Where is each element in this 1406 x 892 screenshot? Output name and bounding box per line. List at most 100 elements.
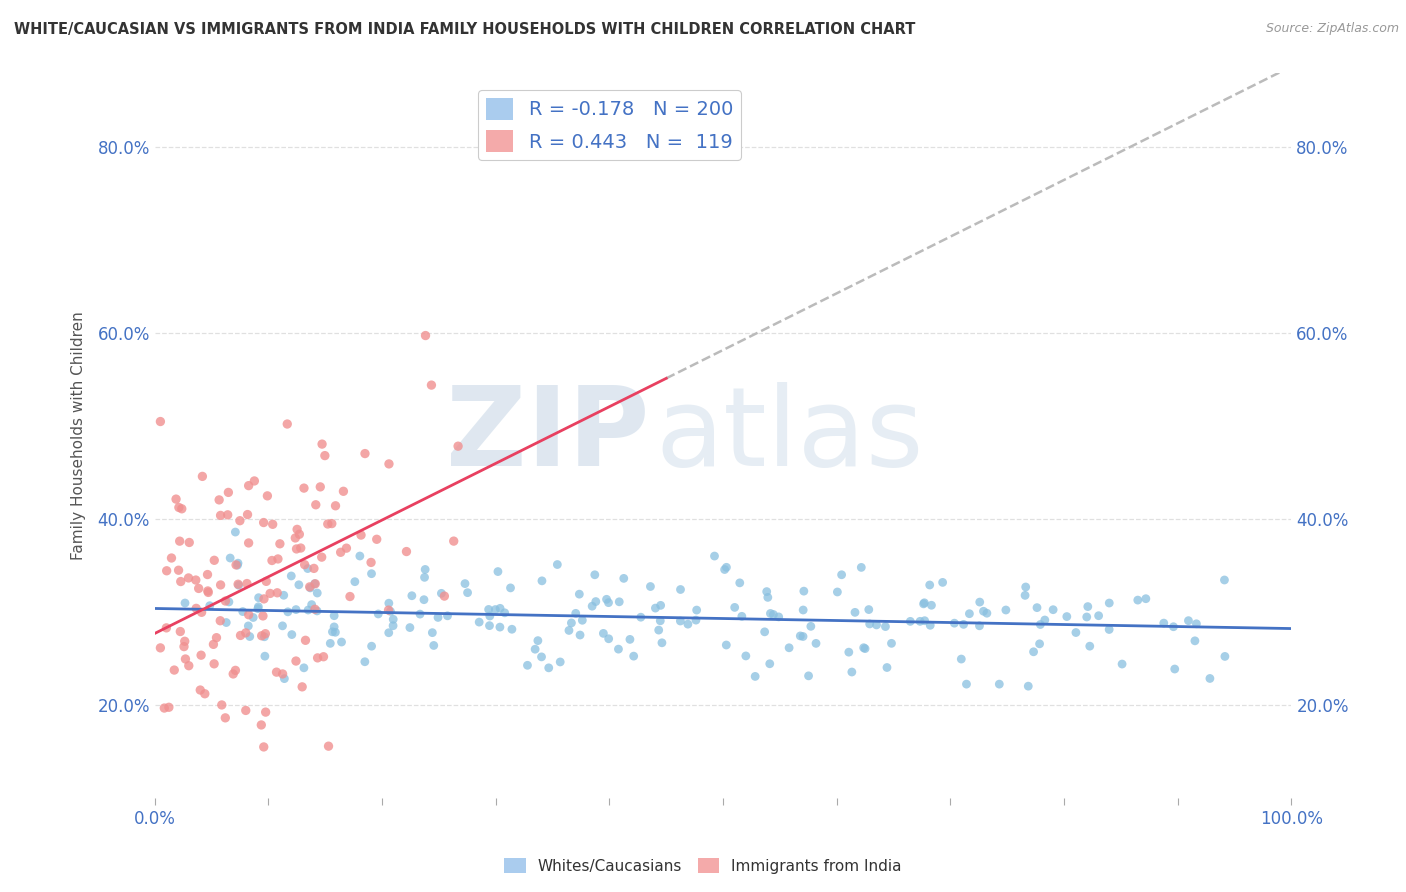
Point [236,576,259,591]
Point [844,605,866,619]
Point [952,617,974,632]
Point [214,594,236,608]
Point [179,535,201,549]
Point [1213,573,1236,587]
Point [413,592,436,607]
Point [167,500,190,515]
Point [155,621,177,635]
Point [827,585,849,599]
Point [202,553,225,567]
Point [239,630,262,644]
Point [238,607,260,622]
Point [170,501,193,516]
Point [377,603,399,617]
Point [170,574,193,589]
Point [380,604,402,618]
Point [409,607,432,621]
Point [865,618,887,632]
Point [262,517,284,532]
Point [253,630,276,644]
Point [468,615,491,629]
Point [174,596,197,610]
Point [413,562,436,576]
Point [224,524,246,539]
Point [676,617,699,632]
Point [194,687,217,701]
Point [1153,616,1175,631]
Point [269,537,291,551]
Point [546,558,568,572]
Point [197,583,219,598]
Point [1022,645,1045,659]
Point [267,552,290,566]
Point [530,649,553,664]
Point [1126,593,1149,607]
Point [401,589,423,603]
Point [644,601,666,615]
Point [149,640,172,655]
Point [309,480,332,494]
Point [202,637,225,651]
Point [242,610,264,624]
Point [266,665,288,680]
Point [285,522,308,536]
Point [1033,613,1056,627]
Point [585,594,607,608]
Point [243,474,266,488]
Point [623,649,645,664]
Point [875,619,897,633]
Point [228,578,250,592]
Point [217,485,239,500]
Point [1111,657,1133,671]
Point [744,669,766,683]
Point [920,618,942,632]
Point [288,527,311,541]
Point [271,667,294,681]
Point [755,584,778,599]
Point [564,607,586,621]
Point [294,558,316,572]
Point [731,609,754,624]
Point [399,621,422,635]
Point [305,604,328,618]
Point [499,581,522,595]
Text: WHITE/CAUCASIAN VS IMMIGRANTS FROM INDIA FAMILY HOUSEHOLDS WITH CHILDREN CORRELA: WHITE/CAUCASIAN VS IMMIGRANTS FROM INDIA… [14,22,915,37]
Point [304,576,326,591]
Point [238,619,260,633]
Point [252,609,274,624]
Point [994,603,1017,617]
Point [447,439,470,453]
Point [607,595,630,609]
Point [650,599,672,613]
Point [640,580,662,594]
Point [329,545,352,559]
Point [571,613,593,627]
Point [581,599,603,614]
Point [443,534,465,549]
Point [256,489,278,503]
Point [793,584,815,599]
Point [988,677,1011,691]
Point [153,701,176,715]
Point [931,575,953,590]
Point [253,591,276,606]
Point [768,610,790,624]
Point [224,664,246,678]
Point [163,663,186,677]
Point [222,667,245,681]
Point [734,648,756,663]
Point [276,417,298,431]
Text: atlas: atlas [655,382,924,489]
Point [332,484,354,499]
Point [650,614,672,628]
Point [236,508,259,522]
Legend: R = -0.178   N = 200, R = 0.443   N =  119: R = -0.178 N = 200, R = 0.443 N = 119 [478,90,741,161]
Point [225,558,247,572]
Point [349,549,371,563]
Point [277,605,299,619]
Point [302,561,325,575]
Text: Source: ZipAtlas.com: Source: ZipAtlas.com [1265,22,1399,36]
Point [292,661,315,675]
Legend: Whites/Caucasians, Immigrants from India: Whites/Caucasians, Immigrants from India [498,852,908,880]
Point [876,660,898,674]
